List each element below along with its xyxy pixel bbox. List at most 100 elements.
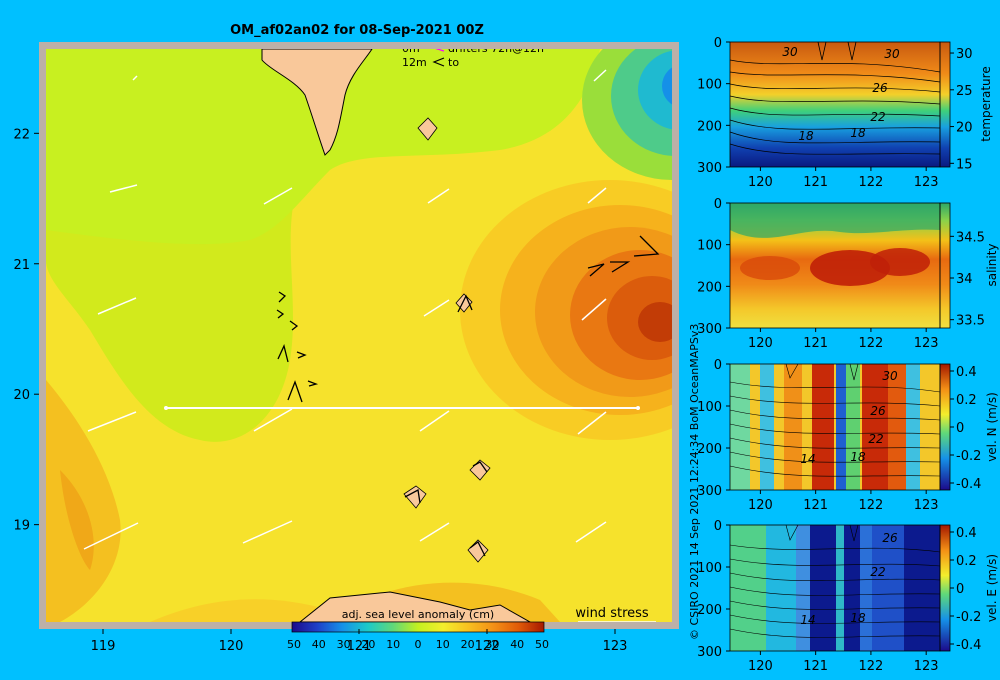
temperature-colorbar bbox=[940, 42, 950, 167]
temp-contour-label: 26 bbox=[872, 81, 888, 95]
temp-contour-label: 30 bbox=[884, 47, 900, 61]
drifter-track bbox=[469, 541, 486, 557]
vele-contour-label: 18 bbox=[850, 611, 866, 625]
section-x-tick-label: 122 bbox=[859, 659, 884, 674]
section-cbar-tick-label: -0.2 bbox=[956, 449, 981, 464]
wind-arrow bbox=[575, 521, 607, 543]
drifter-track bbox=[457, 294, 473, 313]
veln-contour-label: 26 bbox=[870, 404, 886, 418]
credit: © CSIRO 2021 14 Sep 2021 12:24:34 BoM Oc… bbox=[688, 324, 701, 640]
section-x-tick-label: 123 bbox=[914, 175, 939, 190]
map-y-tick-label: 19 bbox=[13, 519, 30, 534]
section-cbar-tick-label: -0.2 bbox=[956, 610, 981, 625]
sw-orange-band bbox=[46, 380, 121, 622]
section-y-tick-label: 200 bbox=[697, 280, 722, 295]
drifter-track bbox=[277, 344, 289, 363]
wind-arrow bbox=[423, 299, 450, 317]
section-colorbar-border bbox=[939, 202, 951, 329]
section-y-tick-label: 200 bbox=[697, 119, 722, 134]
wind-arrow bbox=[427, 188, 450, 204]
temperature-field bbox=[730, 42, 940, 167]
eddy-core bbox=[638, 302, 672, 342]
section-x-tick-label: 121 bbox=[803, 659, 828, 674]
section-x-tick-label: 123 bbox=[914, 498, 939, 513]
wind-arrows bbox=[83, 69, 607, 550]
drifter-track bbox=[633, 235, 660, 257]
south-yellow-band bbox=[150, 599, 330, 622]
drifter-track bbox=[610, 261, 631, 273]
asl-colorbar-tick-label: 0 bbox=[415, 638, 422, 651]
section-y-tick-label: 200 bbox=[697, 603, 722, 618]
wind-arrow bbox=[581, 298, 607, 321]
wind-arrow bbox=[587, 187, 607, 204]
asl-colorbar-tick-label: 10 bbox=[436, 638, 450, 651]
section-panels: 30 30 26 22 18 18 temperature salinity bbox=[729, 41, 999, 651]
panel-temperature: 30 30 26 22 18 18 temperature bbox=[729, 41, 993, 167]
section-colorbar-border bbox=[939, 41, 951, 168]
section-start bbox=[164, 406, 168, 410]
salinity-colorbar bbox=[940, 203, 950, 328]
vel-n-colorbar bbox=[940, 364, 950, 490]
section-cbar-tick-label: 34 bbox=[956, 272, 973, 287]
luzon-land bbox=[299, 591, 532, 622]
section-y-tick-label: 0 bbox=[714, 197, 722, 212]
legend-depth-top: 0m bbox=[402, 42, 420, 55]
wind-stress-label: wind stress bbox=[575, 606, 649, 621]
wind-arrow bbox=[87, 411, 137, 432]
legend-drifter-symbol-magenta bbox=[435, 49, 445, 52]
legend-depth-bottom: 12m bbox=[402, 56, 427, 69]
asl-colorbar: adj. sea level anomaly (cm) 50 40 30 20 10 0 1… bbox=[287, 608, 549, 651]
vele-contour-label: 14 bbox=[800, 613, 815, 627]
asl-colorbar-tick-label: 50 bbox=[287, 638, 301, 651]
island-1 bbox=[417, 117, 438, 141]
legend-drifter-symbol-black bbox=[432, 57, 445, 67]
section-x-tick-label: 121 bbox=[803, 336, 828, 351]
drifter-track bbox=[472, 461, 488, 473]
map-x-tick-label: 121 bbox=[347, 639, 372, 654]
section-cbar-tick-label: 0 bbox=[956, 582, 964, 597]
map-x-ticks: 119 120 121 122 123 bbox=[91, 629, 628, 654]
island-4 bbox=[403, 485, 427, 509]
asl-colorbar-tick-label: 10 bbox=[386, 638, 400, 651]
section-y-tick-label: 300 bbox=[697, 484, 722, 499]
drifter-track bbox=[296, 351, 307, 359]
vel-e-cbar-label: vel. E (m/s) bbox=[985, 554, 999, 622]
map-x-tick-label: 123 bbox=[603, 639, 628, 654]
cold-eddy-core bbox=[662, 67, 672, 105]
vele-contour-label: 22 bbox=[870, 565, 885, 579]
drifter-track bbox=[289, 320, 299, 331]
wind-arrow bbox=[577, 411, 607, 435]
map-y-tick-label: 22 bbox=[13, 127, 30, 142]
wind-arrow bbox=[109, 184, 138, 193]
section-cbar-tick-label: 0.4 bbox=[956, 365, 977, 380]
section-x-tick-label: 123 bbox=[914, 659, 939, 674]
asl-colorbar-tick-label: 50 bbox=[535, 638, 549, 651]
section-cbar-tick-label: 33.5 bbox=[956, 314, 985, 329]
taiwan-land bbox=[261, 49, 373, 156]
section-y-tick-label: 100 bbox=[697, 561, 722, 576]
panel-salinity: salinity bbox=[730, 203, 999, 328]
legend-to: to bbox=[448, 56, 459, 69]
section-x-tick-label: 120 bbox=[748, 659, 773, 674]
asl-colorbar-tick-label: 40 bbox=[510, 638, 524, 651]
wind-arrow bbox=[593, 69, 607, 82]
section-cbar-tick-label: 15 bbox=[956, 157, 973, 172]
wind-arrow bbox=[419, 410, 450, 432]
panel-vel-n: 30 26 22 14 18 vel. N (m/s) bbox=[729, 363, 999, 490]
section-y-tick-label: 100 bbox=[697, 239, 722, 254]
drifter-track bbox=[287, 380, 303, 403]
section-x-tick-label: 120 bbox=[748, 498, 773, 513]
drifter-tracks bbox=[276, 235, 660, 557]
map-y-tick-label: 21 bbox=[13, 258, 30, 273]
section-x-tick-label: 122 bbox=[859, 175, 884, 190]
section-y-tick-label: 0 bbox=[714, 519, 722, 534]
section-cbar-tick-label: 30 bbox=[956, 47, 973, 62]
wind-arrow bbox=[253, 408, 293, 432]
drifter-track bbox=[278, 291, 287, 303]
asl-colorbar-tick-label: 30 bbox=[337, 638, 351, 651]
temp-contour-label: 18 bbox=[850, 126, 866, 140]
section-x-tick-label: 120 bbox=[748, 175, 773, 190]
section-y-tick-label: 300 bbox=[697, 645, 722, 660]
section-y-tick-label: 300 bbox=[697, 161, 722, 176]
